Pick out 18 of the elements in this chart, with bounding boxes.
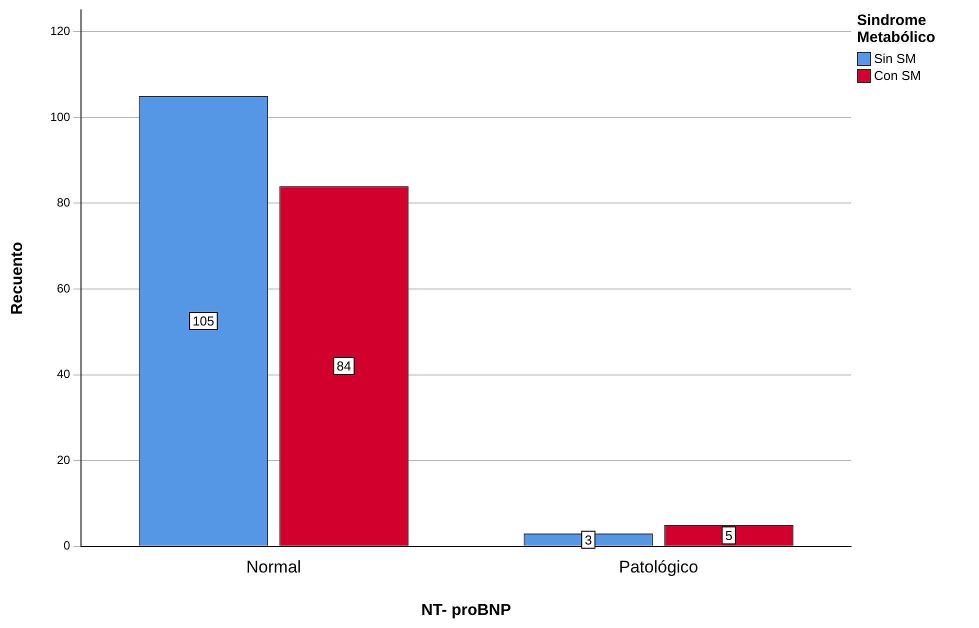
legend-title: Sindrome Metabólico — [857, 12, 936, 46]
y-axis-title: Recuento — [9, 242, 26, 315]
x-tick-label: Normal — [246, 557, 302, 576]
x-axis-title: NT- proBNP — [421, 602, 512, 619]
data-label: 5 — [725, 528, 732, 544]
y-tick-label: 80 — [56, 196, 71, 210]
data-label: 3 — [584, 532, 592, 548]
y-tick-label: 40 — [56, 367, 71, 382]
data-label: 84 — [336, 358, 352, 374]
legend-label: Sin SM — [874, 50, 916, 67]
legend-label: Con SM — [874, 67, 921, 84]
x-tick-label: Patológico — [618, 557, 698, 576]
y-tick-label: 100 — [50, 110, 71, 124]
y-tick-label: 60 — [56, 281, 71, 296]
y-tick-label: 0 — [64, 538, 71, 553]
y-tick-label: 20 — [56, 452, 71, 467]
y-tick-label: 120 — [50, 24, 71, 38]
data-label: 105 — [192, 314, 214, 329]
